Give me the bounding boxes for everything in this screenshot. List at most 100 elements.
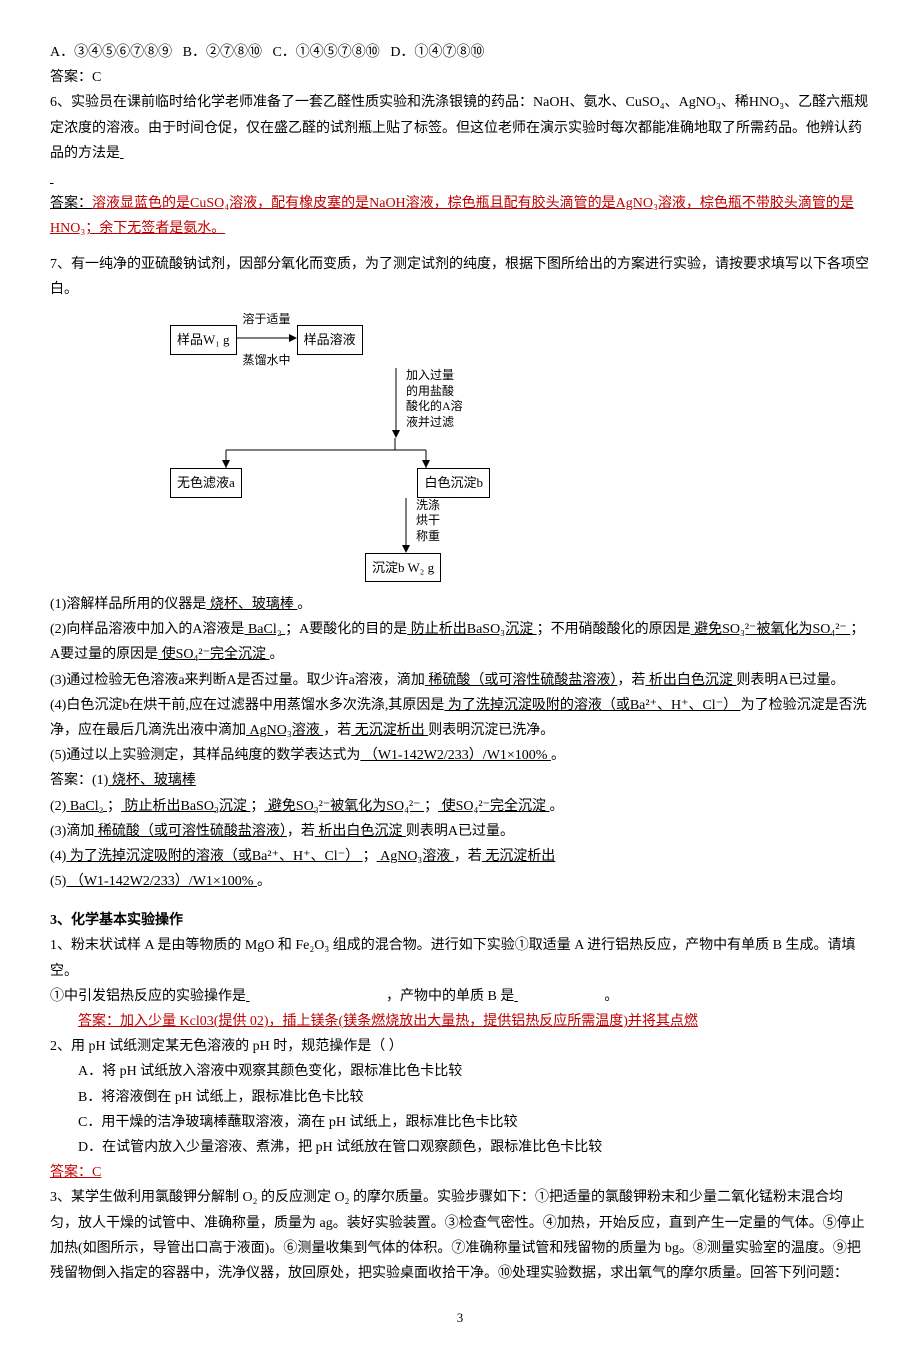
diagram-box2: 样品溶液	[297, 325, 363, 354]
q7-ans2a: (2)	[50, 799, 66, 814]
q7-p4d: 则表明沉淀已洗净。	[428, 723, 554, 738]
s3-q1b-line: ①中引发铝热反应的实验操作是 ，产物中的单质 B 是 。	[50, 984, 870, 1009]
q7-ans2a-v: BaCl₂	[66, 799, 107, 814]
q6-ans-text: 溶液显蓝色的是CuSO₄溶液，配有橡皮塞的是NaOH溶液，棕色瓶且配有胶头滴管的…	[50, 196, 854, 236]
q7-p4c: ，若	[323, 723, 351, 738]
q7-p5a-end: 。	[551, 748, 565, 763]
q7-ans2: (2) BaCl₂ ； 防止析出BaSO₃沉淀 ； 避免SO₃²⁻被氧化为SO₄…	[50, 794, 870, 819]
arrow1-label-b: 蒸馏水中	[237, 353, 297, 369]
page-number: 3	[50, 1306, 870, 1329]
q7-p2d-end: 。	[270, 647, 284, 662]
q7-p2: (2)向样品溶液中加入的A溶液是 BaCl₂ ；A要酸化的目的是 防止析出BaS…	[50, 617, 870, 667]
s3-q1c: ，产物中的单质 B 是	[386, 989, 514, 1004]
q7-p1-ans: 烧杯、玻璃棒	[206, 597, 297, 612]
q7-p5a: (5)通过以上实验测定，其样品纯度的数学表达式为	[50, 748, 360, 763]
q7-ans5a-v: （W1-142W2/233）/W1×100%	[66, 874, 257, 889]
q7-ans4b: ；	[363, 849, 377, 864]
arrow2-c: 酸化的A溶	[406, 399, 463, 415]
q7-p4a: (4)白色沉淀b在烘干前,应在过滤器中用蒸馏水多次洗涤,其原因是	[50, 698, 444, 713]
arrow2-d: 液并过滤	[406, 415, 463, 431]
q7-ans4a: (4)	[50, 849, 66, 864]
q7-p1-text: (1)溶解样品所用的仪器是	[50, 597, 206, 612]
q7-ans5a-end: 。	[257, 874, 271, 889]
s3-q2: 2、用 pH 试纸测定某无色溶液的 pH 时，规范操作是（ ）	[50, 1034, 870, 1059]
arrow2-b: 的用盐酸	[406, 384, 463, 400]
q7-ans4b-v: AgNO₃溶液	[377, 849, 454, 864]
arrow3-a: 洗涤	[416, 498, 440, 514]
q7-p2a: (2)向样品溶液中加入的A溶液是	[50, 622, 244, 637]
q7-p5: (5)通过以上实验测定，其样品纯度的数学表达式为 （W1-142W2/233）/…	[50, 743, 870, 768]
diagram-box5: 沉淀b W₂ g	[365, 553, 441, 582]
q7-diagram: 样品W₁ g 溶于适量 蒸馏水中 样品溶液 加入过量 的用盐酸 酸化的A溶 液并…	[170, 312, 530, 582]
q7-ans2c-v: 避免SO₃²⁻被氧化为SO₄²⁻	[264, 799, 424, 814]
s3-q1-ans-text: 加入少量 Kcl03(提供 02)，插上镁条(镁条燃烧放出大量热，提供铝热反应所…	[120, 1014, 698, 1029]
q6-ans-label: 答案：	[50, 196, 92, 211]
q7-ans3b-v: 析出白色沉淀	[315, 824, 406, 839]
q7-ans1: 答案：(1) 烧杯、玻璃棒	[50, 768, 870, 793]
q7-p2b-ans: 防止析出BaSO₃沉淀	[407, 622, 536, 637]
q7-ans3a-v: 稀硫酸（或可溶性硫酸盐溶液）	[94, 824, 287, 839]
q7-ans4c: ，若	[454, 849, 482, 864]
arrow3-c: 称重	[416, 529, 440, 545]
s3-q2-ans: 答案：C	[50, 1160, 101, 1185]
q7-ans2d: ；	[424, 799, 438, 814]
q6-text: 6、实验员在课前临时给化学老师准备了一套乙醛性质实验和洗涤银镜的药品：NaOH、…	[50, 90, 870, 166]
q7-p3b: ，若	[617, 673, 645, 688]
q7-ans2b-v: 防止析出BaSO₃沉淀	[121, 799, 250, 814]
q7-ans2c: ；	[250, 799, 264, 814]
q7-ans2d-v: 使SO₄²⁻完全沉淀	[438, 799, 549, 814]
q7-p4a-ans: 为了洗掉沉淀吸附的溶液（或Ba²⁺、H⁺、Cl⁻）	[444, 698, 740, 713]
q7-p2b: ；A要酸化的目的是	[285, 622, 407, 637]
q5-opt-d: D．①④⑦⑧⑩	[390, 45, 484, 60]
q7-p3a: (3)通过检验无色溶液a来判断A是否过量。取少许a溶液，滴加	[50, 673, 425, 688]
arrow3-b: 烘干	[416, 513, 440, 529]
q7-ans5: (5) （W1-142W2/233）/W1×100% 。	[50, 869, 870, 894]
diagram-box3: 无色滤液a	[170, 468, 242, 497]
q7-ans3c: 则表明A已过量。	[406, 824, 514, 839]
q7-ans1-v: 烧杯、玻璃棒	[108, 773, 196, 788]
q7-p3: (3)通过检验无色溶液a来判断A是否过量。取少许a溶液，滴加 稀硫酸（或可溶性硫…	[50, 668, 870, 693]
q7-p3b-ans: 析出白色沉淀	[645, 673, 736, 688]
q7-ans3a: (3)滴加	[50, 824, 94, 839]
s3-q1-ans: 答案：加入少量 Kcl03(提供 02)，插上镁条(镁条燃烧放出大量热，提供铝热…	[50, 1009, 870, 1034]
q7-intro: 7、有一纯净的亚硫酸钠试剂，因部分氧化而变质，为了测定试剂的纯度，根据下图所给出…	[50, 252, 870, 302]
q5-opt-c: C．①④⑤⑦⑧⑩	[272, 45, 379, 60]
q7-p3c: 则表明A已过量。	[736, 673, 844, 688]
q7-ans4: (4) 为了洗掉沉淀吸附的溶液（或Ba²⁺、H⁺、Cl⁻） ； AgNO₃溶液 …	[50, 844, 870, 869]
q7-p2c: ；不用硝酸酸化的原因是	[537, 622, 691, 637]
q7-p2d-ans: 使SO₄²⁻完全沉淀	[158, 647, 269, 662]
s3-q1-ans-label: 答案：	[78, 1014, 120, 1029]
q7-ans2d-end: 。	[549, 799, 563, 814]
q7-ans4a-v: 为了洗掉沉淀吸附的溶液（或Ba²⁺、H⁺、Cl⁻）	[66, 849, 362, 864]
q7-p4c-ans: 无沉淀析出	[351, 723, 428, 738]
s3-q2b: B．将溶液倒在 pH 试纸上，跟标准比色卡比较	[50, 1085, 870, 1110]
q7-p3a-ans: 稀硫酸（或可溶性硫酸盐溶液）	[425, 673, 618, 688]
s3-q2a: A．将 pH 试纸放入溶液中观察其颜色变化，跟标准比色卡比较	[50, 1059, 870, 1084]
q7-p1-end: 。	[297, 597, 311, 612]
q7-ans3: (3)滴加 稀硫酸（或可溶性硫酸盐溶液），若 析出白色沉淀 则表明A已过量。	[50, 819, 870, 844]
diagram-box1: 样品W₁ g	[170, 325, 237, 354]
q5-options: A．③④⑤⑥⑦⑧⑨ B．②⑦⑧⑩ C．①④⑤⑦⑧⑩ D．①④⑦⑧⑩	[50, 40, 870, 65]
q7-p4: (4)白色沉淀b在烘干前,应在过滤器中用蒸馏水多次洗涤,其原因是 为了洗掉沉淀吸…	[50, 693, 870, 743]
q7-p4b-ans: AgNO₃溶液	[246, 723, 323, 738]
q7-p1: (1)溶解样品所用的仪器是 烧杯、玻璃棒 。	[50, 592, 870, 617]
q6-answer: 答案：溶液显蓝色的是CuSO₄溶液，配有橡皮塞的是NaOH溶液，棕色瓶且配有胶头…	[50, 191, 870, 241]
arrow2-a: 加入过量	[406, 368, 463, 384]
s3-q1d: 。	[604, 989, 618, 1004]
section3-title: 3、化学基本实验操作	[50, 908, 870, 933]
q7-ans1-label: 答案：(1)	[50, 773, 108, 788]
diagram-box4: 白色沉淀b	[417, 468, 490, 497]
q7-p2c-ans: 避免SO₃²⁻被氧化为SO₄²⁻	[691, 622, 851, 637]
q5-answer: 答案：C	[50, 65, 870, 90]
s3-q1b: ①中引发铝热反应的实验操作是	[50, 989, 246, 1004]
q7-ans5a: (5)	[50, 874, 66, 889]
q7-p5a-ans: （W1-142W2/233）/W1×100%	[360, 748, 551, 763]
s3-q3: 3、某学生做利用氯酸钾分解制 O₂ 的反应测定 O₂ 的摩尔质量。实验步骤如下：…	[50, 1185, 870, 1286]
s3-q2d: D．在试管内放入少量溶液、煮沸，把 pH 试纸放在管口观察颜色，跟标准比色卡比较	[50, 1135, 870, 1160]
arrow1-label-a: 溶于适量	[237, 312, 297, 328]
q7-p2a-ans: BaCl₂	[244, 622, 285, 637]
q7-ans4c-v: 无沉淀析出	[482, 849, 556, 864]
s3-q2c: C．用干燥的洁净玻璃棒蘸取溶液，滴在 pH 试纸上，跟标准比色卡比较	[50, 1110, 870, 1135]
q7-ans2b: ；	[107, 799, 121, 814]
q5-opt-b: B．②⑦⑧⑩	[183, 45, 262, 60]
